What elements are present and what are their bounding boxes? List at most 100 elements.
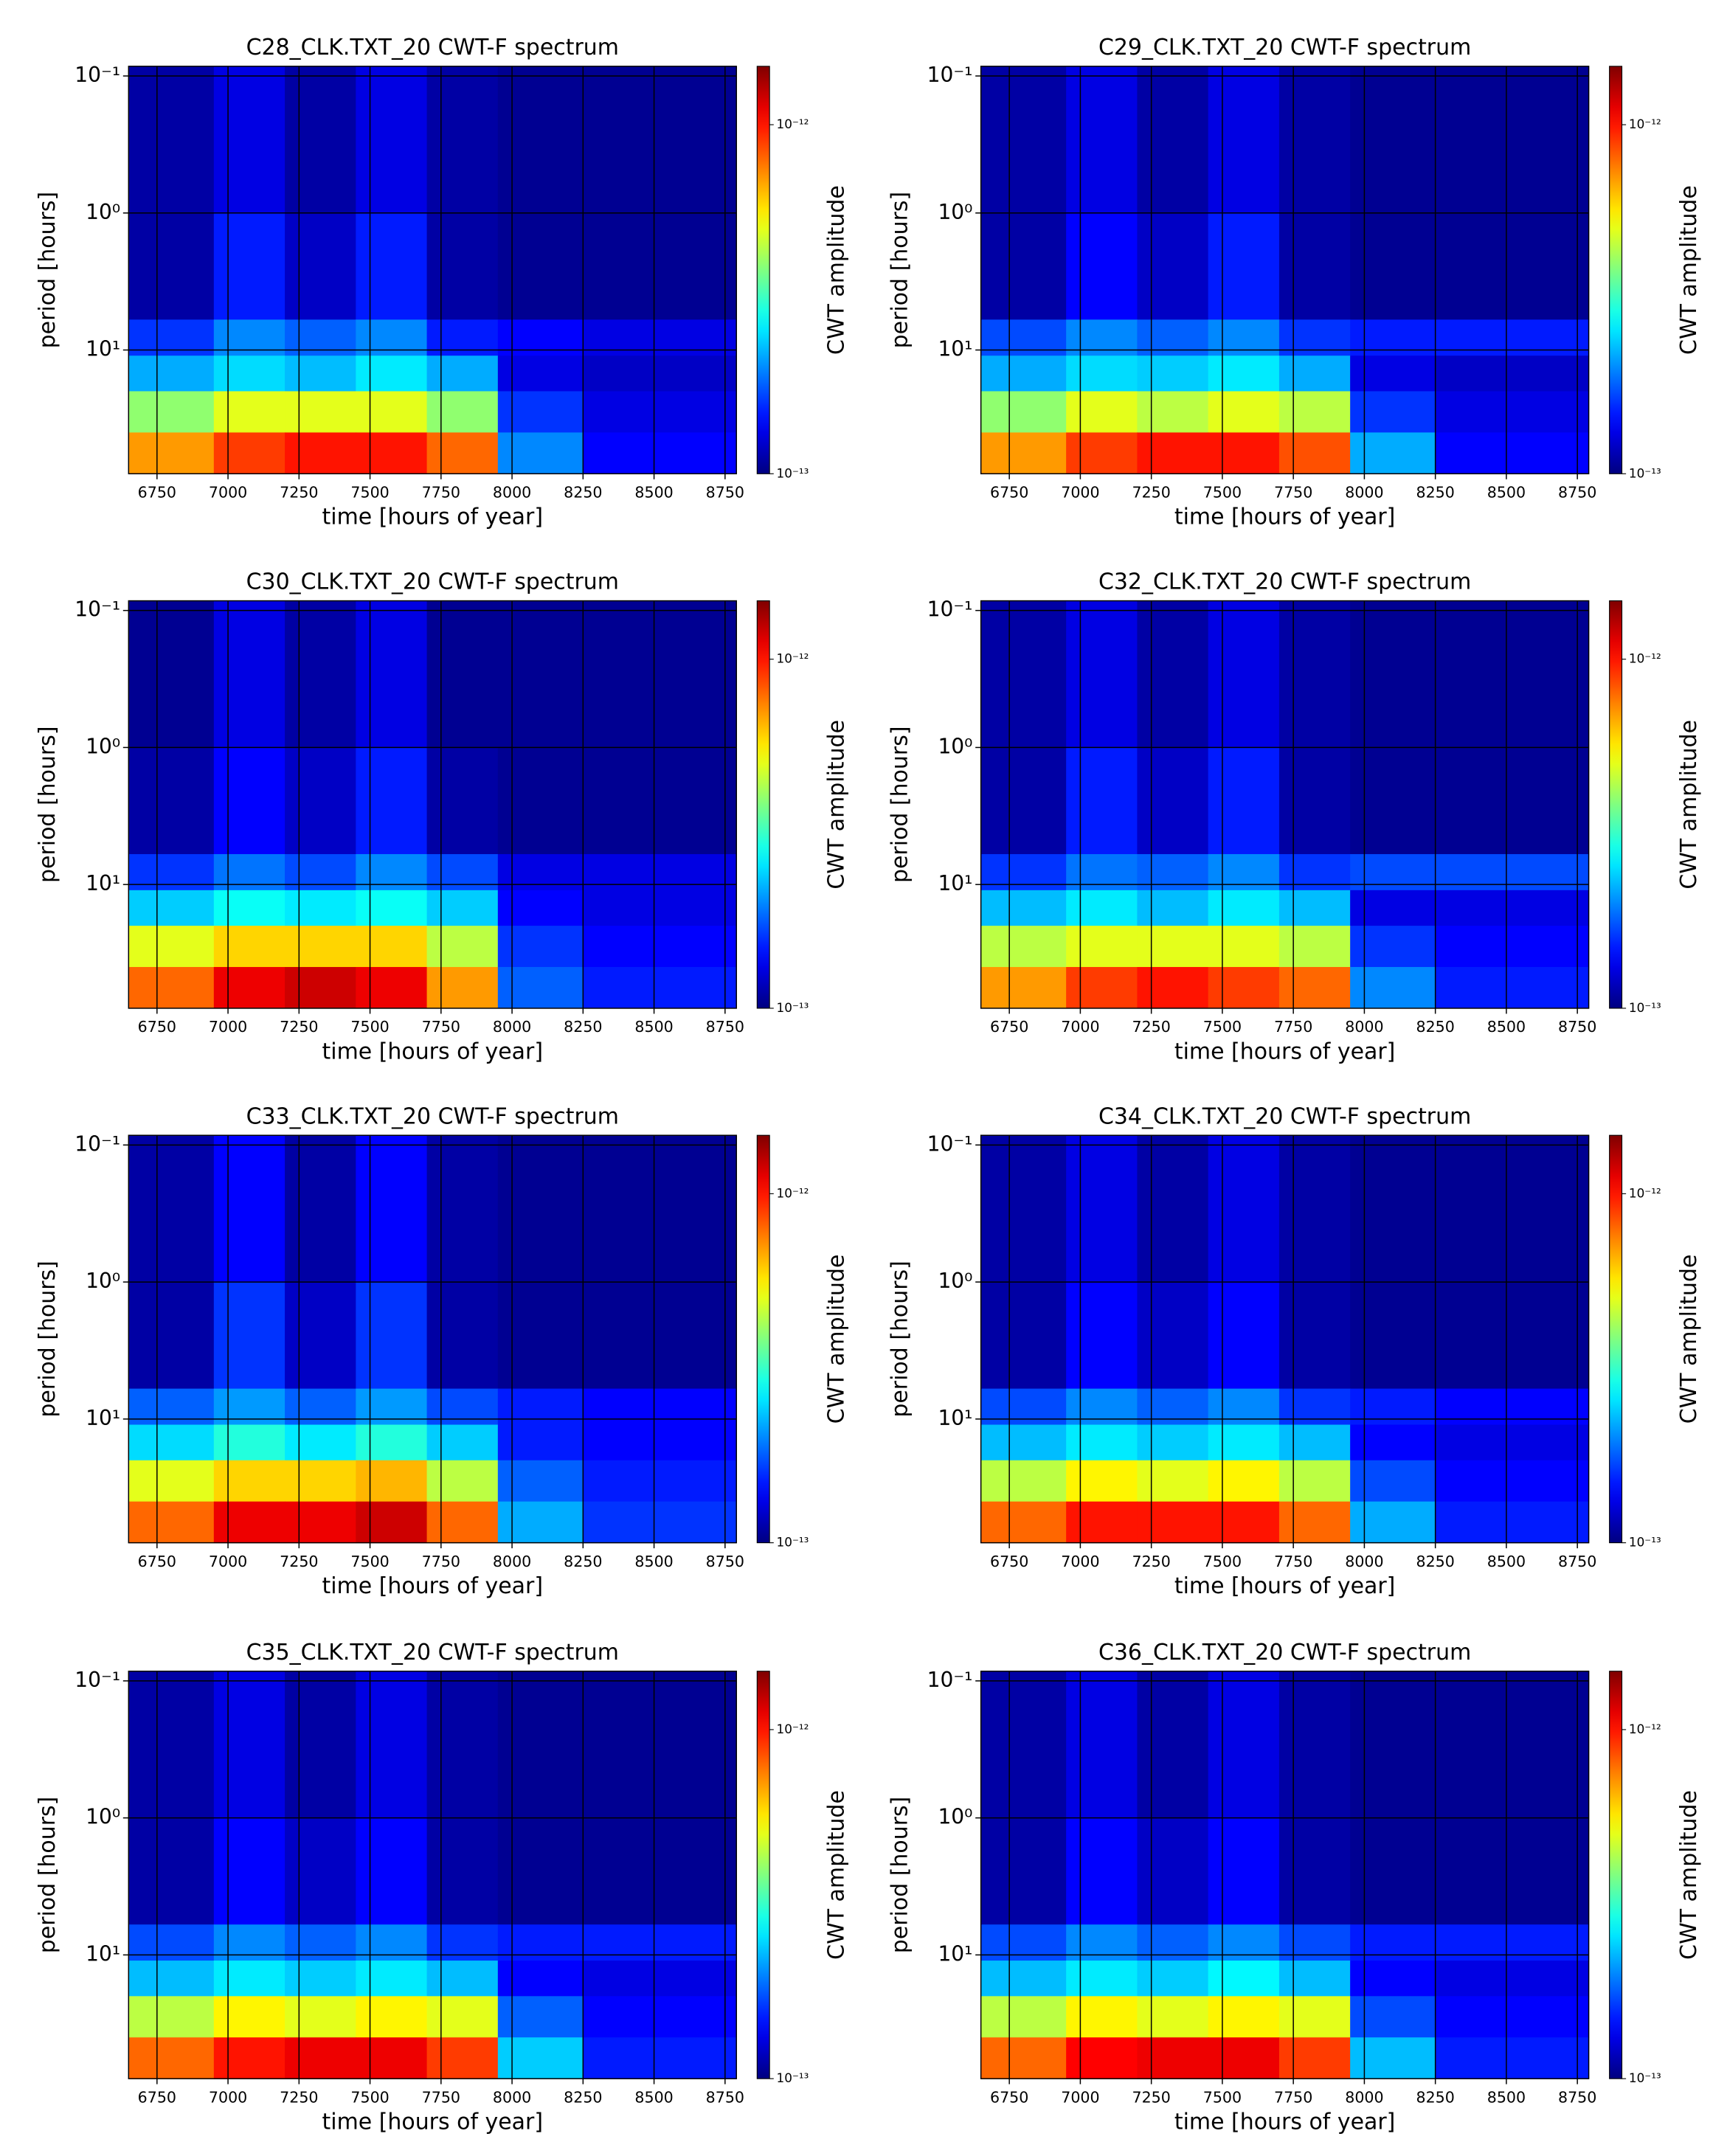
heatmap-cell — [213, 319, 285, 356]
heatmap-cell — [1208, 1924, 1280, 1961]
x-tick-label: 6750 — [138, 1553, 176, 1570]
heatmap-cell — [583, 1501, 737, 1544]
heatmap-cell — [285, 890, 356, 926]
heatmap-cell — [213, 1671, 285, 1819]
heatmap-cell — [213, 1135, 285, 1283]
x-tick-label: 7500 — [1203, 2088, 1242, 2106]
heatmap-cell — [1435, 1996, 1590, 2038]
heatmap-cell — [583, 1961, 737, 1997]
heatmap-cell — [285, 2037, 356, 2079]
heatmap-cell — [1137, 356, 1209, 392]
heatmap-cell — [128, 1282, 215, 1390]
heatmap-cell — [356, 1961, 428, 1997]
heatmap-cell — [285, 1671, 356, 1819]
x-tick-label: 6750 — [990, 2088, 1028, 2106]
heatmap-cell — [980, 212, 1067, 320]
x-tick-label: 6750 — [138, 2088, 176, 2106]
heatmap-cell — [356, 1135, 428, 1283]
colorbar — [1609, 600, 1623, 1009]
y-tick-label: 10⁻¹ — [75, 597, 120, 622]
y-tick-label: 10⁻¹ — [75, 1131, 120, 1156]
x-tick-label: 8250 — [1416, 483, 1454, 501]
colorbar-tick-label: 10⁻¹² — [1629, 1722, 1661, 1736]
heatmap-cell — [1066, 1924, 1138, 1961]
heatmap-cell — [497, 1135, 584, 1283]
heatmap-cell — [583, 1424, 737, 1461]
x-tick-label: 8750 — [706, 483, 744, 501]
heatmap-cell — [1350, 212, 1436, 320]
heatmap-cell — [497, 600, 584, 748]
heatmap-cell — [1066, 391, 1138, 433]
x-tick-label: 7000 — [209, 2088, 247, 2106]
x-axis-label: time [hours of year] — [1174, 1039, 1396, 1064]
heatmap-cell — [1278, 66, 1351, 214]
chart-title: C36_CLK.TXT_20 CWT-F spectrum — [1098, 1640, 1471, 1665]
heatmap-cell — [1208, 853, 1280, 891]
x-tick-label: 7000 — [1061, 1018, 1099, 1036]
heatmap-cell — [213, 1996, 285, 2038]
y-tick-label: 10¹ — [938, 871, 972, 895]
heatmap-cell — [426, 66, 499, 214]
heatmap-cell — [356, 212, 428, 320]
chart-title: C32_CLK.TXT_20 CWT-F spectrum — [1098, 569, 1471, 595]
heatmap-cell — [213, 1924, 285, 1961]
heatmap-cell — [497, 1388, 584, 1426]
colorbar-tick-label: 10⁻¹² — [1629, 1185, 1661, 1200]
heatmap-cell — [1137, 967, 1209, 1009]
heatmap-cell — [1435, 1388, 1590, 1426]
y-tick-label: 10⁰ — [86, 1269, 120, 1293]
heatmap-cell — [497, 391, 584, 433]
heatmap-cell — [285, 1460, 356, 1502]
colorbar-tick-label: 10⁻¹³ — [1629, 1000, 1661, 1015]
heatmap-cell — [1435, 1817, 1590, 1925]
heatmap-cell — [1350, 1996, 1436, 2038]
heatmap-cell — [128, 1671, 215, 1819]
heatmap-cell — [1435, 1501, 1590, 1544]
y-tick-label: 10⁰ — [86, 1805, 120, 1829]
heatmap-cell — [583, 2037, 737, 2079]
heatmap-cell — [1350, 1671, 1436, 1819]
heatmap-cell — [285, 319, 356, 356]
heatmap-cell — [213, 1817, 285, 1925]
x-tick-label: 7000 — [1061, 483, 1099, 501]
x-tick-label: 8000 — [493, 1018, 531, 1036]
x-tick-label: 7750 — [422, 1553, 460, 1570]
heatmap-cell — [1066, 926, 1138, 968]
heatmap-cell — [497, 853, 584, 891]
heatmap-cell — [285, 212, 356, 320]
colorbar-label: CWT amplitude — [823, 1790, 849, 1960]
heatmap-cell — [1137, 853, 1209, 891]
heatmap-cell — [1066, 853, 1138, 891]
heatmap-cell — [980, 391, 1067, 433]
x-tick-label: 7000 — [1061, 1553, 1099, 1570]
heatmap-cell — [497, 1282, 584, 1390]
x-axis-label: time [hours of year] — [322, 1573, 544, 1599]
heatmap-cell — [1137, 1135, 1209, 1283]
x-tick-label: 7250 — [1132, 1553, 1170, 1570]
heatmap-cell — [980, 1671, 1067, 1819]
heatmap-cell — [497, 1817, 584, 1925]
heatmap-cell — [1208, 1501, 1280, 1544]
heatmap-cell — [1208, 319, 1280, 356]
chart-title: C35_CLK.TXT_20 CWT-F spectrum — [246, 1640, 619, 1665]
x-tick-label: 8500 — [634, 1018, 673, 1036]
heatmap-cell — [1350, 1961, 1436, 1997]
heatmap-cell — [1278, 1501, 1351, 1544]
x-tick-label: 8250 — [564, 1553, 602, 1570]
x-tick-label: 7250 — [280, 1553, 318, 1570]
heatmap-cell — [356, 66, 428, 214]
heatmap-cell — [1350, 391, 1436, 433]
heatmap-cell — [497, 2037, 584, 2079]
x-tick-label: 7250 — [280, 1018, 318, 1036]
heatmap-cell — [583, 66, 737, 214]
x-tick-label: 7500 — [350, 1553, 389, 1570]
heatmap-cell — [128, 1996, 215, 2038]
heatmap-cell — [426, 1460, 499, 1502]
heatmap-cell — [1435, 66, 1590, 214]
heatmap-cell — [980, 747, 1067, 855]
heatmap-cell — [426, 1817, 499, 1925]
y-tick-label: 10⁻¹ — [927, 63, 973, 87]
heatmap-cell — [583, 967, 737, 1009]
heatmap-cell — [1278, 1961, 1351, 1997]
